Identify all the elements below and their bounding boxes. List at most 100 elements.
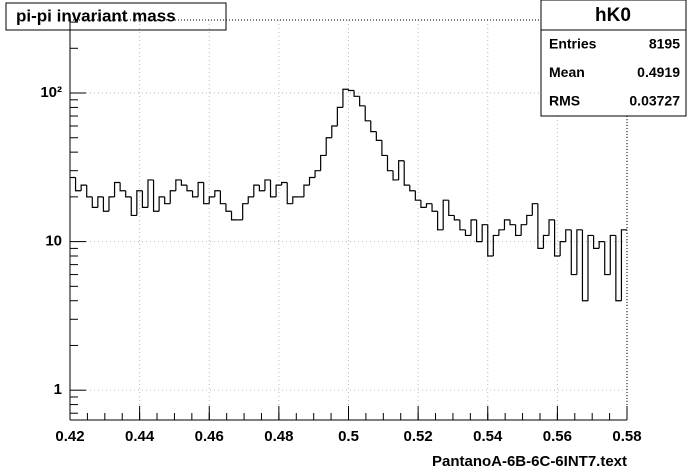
stats-value: 8195 [649, 36, 680, 52]
histogram-bin [308, 176, 316, 186]
histogram-bin [453, 215, 460, 221]
histogram-bin [481, 224, 488, 242]
histogram-bin [331, 125, 338, 138]
histogram-bin [470, 219, 477, 236]
histogram-bin [553, 219, 561, 257]
histogram-bin [86, 185, 93, 198]
histogram-bin [565, 229, 572, 242]
histogram-bin [370, 120, 377, 133]
histogram-bin [581, 229, 589, 302]
histogram-bin [147, 179, 154, 208]
histogram-bin [102, 196, 109, 212]
histogram-bin [336, 106, 343, 126]
histogram-bin [615, 235, 622, 302]
histogram-bin [164, 196, 171, 205]
histogram-bin [342, 88, 349, 108]
histogram-bin [526, 214, 533, 225]
x-tick-label: 0.48 [264, 428, 293, 445]
histogram-bin [604, 241, 611, 276]
histogram-bin [119, 182, 126, 192]
histogram-bin [136, 190, 143, 216]
x-tick-label: 0.42 [55, 428, 84, 445]
histogram-bin [203, 182, 210, 205]
histogram-bin [364, 105, 371, 122]
histogram-bin [113, 181, 121, 197]
histogram-bin [431, 203, 438, 212]
stats-value: 0.03727 [629, 93, 680, 109]
histogram-bin [80, 184, 87, 191]
histogram-bin [347, 89, 355, 92]
histogram-bin [186, 185, 193, 192]
histogram-bin [537, 203, 544, 249]
histogram-bin [509, 219, 516, 226]
histogram-bin [286, 182, 293, 205]
histogram-bin [442, 199, 449, 230]
histogram-bin [448, 200, 455, 217]
histogram-bin [247, 196, 254, 204]
histogram-bin [359, 96, 366, 107]
histogram-bin [392, 170, 399, 181]
histogram-bin [437, 211, 444, 231]
histogram-bin [125, 190, 132, 198]
x-tick-label: 0.46 [195, 428, 224, 445]
histogram-bin [108, 196, 115, 212]
histogram-bin [570, 229, 577, 276]
histogram-bin [386, 155, 394, 172]
histogram-bin [375, 131, 382, 141]
histogram-bin [459, 219, 466, 231]
stats-title: hK0 [595, 5, 631, 26]
histogram-bin [158, 196, 165, 212]
chart-title: pi-pi invariant mass [16, 6, 176, 25]
histogram-bin [559, 240, 566, 256]
histogram-bin [169, 190, 176, 204]
stats-box [540, 0, 687, 117]
histogram-bin [592, 235, 600, 249]
histogram-bin [520, 224, 527, 236]
histogram-bin [314, 170, 321, 178]
histogram-bin [542, 234, 550, 249]
x-tick-label: 0.54 [473, 428, 503, 445]
histogram-bin [258, 185, 265, 192]
histogram-bin [515, 224, 522, 237]
histogram-bin [175, 179, 182, 191]
histogram-bin [97, 196, 104, 208]
histogram-bin [587, 234, 594, 301]
histogram-bin [476, 219, 483, 243]
histogram-bin [242, 203, 249, 220]
histogram-bin [292, 196, 299, 204]
histogram-bin [269, 179, 277, 198]
histogram-bin [130, 196, 137, 217]
histogram-bin [191, 190, 199, 198]
stats-value: 0.4919 [637, 64, 680, 80]
histogram-bin [320, 154, 327, 171]
histogram-bin [208, 196, 215, 204]
x-tick-label: 0.58 [612, 428, 641, 445]
histogram-bin [503, 219, 511, 230]
histogram-bin [353, 90, 360, 97]
x-tick-label: 0.5 [338, 428, 359, 445]
stats-label: RMS [549, 93, 580, 109]
histogram-bin [498, 229, 505, 236]
histogram-bin [219, 190, 226, 205]
histogram-bin [414, 190, 421, 201]
histogram-bin [492, 234, 499, 256]
x-axis-label: PantanoA-6B-6C-6INT7.text [432, 453, 627, 470]
y-tick-label: 1 [54, 381, 62, 398]
histogram-bin [420, 200, 427, 208]
histogram-bin [214, 190, 221, 197]
histogram-bin [531, 203, 538, 216]
x-tick-label: 0.52 [404, 428, 433, 445]
histogram-bin [141, 190, 148, 208]
y-tick-label: 10² [40, 84, 62, 101]
histogram-bin [403, 160, 410, 186]
histogram-bin [325, 137, 332, 156]
histogram-bin [281, 181, 288, 186]
stats-label: Entries [549, 36, 597, 52]
histogram-bin [598, 240, 605, 249]
histogram-bin [548, 219, 555, 236]
histogram-bin [74, 177, 82, 192]
histogram-bin [609, 234, 616, 275]
histogram-bin [253, 184, 260, 197]
histogram-bin [303, 184, 310, 197]
